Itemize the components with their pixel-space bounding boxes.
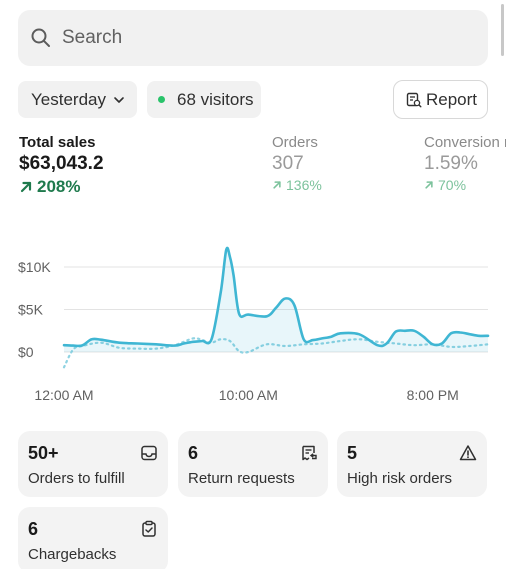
- card-value: 50+: [28, 443, 59, 463]
- report-label: Report: [426, 89, 478, 109]
- orders-to-fulfill-card[interactable]: 50+ Orders to fulfill: [18, 431, 168, 497]
- y-tick-label: $10K: [18, 259, 51, 275]
- series-line-comparison: [62, 337, 490, 369]
- search-bar[interactable]: [18, 10, 488, 66]
- visitors-button[interactable]: 68 visitors: [147, 81, 261, 118]
- metric-change: 208%: [37, 177, 81, 196]
- card-label: Chargebacks: [28, 546, 117, 563]
- search-icon: [31, 28, 50, 47]
- high-risk-orders-card[interactable]: 5 High risk orders: [337, 431, 487, 497]
- metric-change: 70%: [438, 177, 467, 193]
- alert-triangle-icon: [459, 445, 477, 461]
- metric-orders[interactable]: Orders 307 136%: [272, 134, 322, 193]
- metric-value: 307: [272, 153, 304, 174]
- report-icon: [406, 92, 422, 108]
- x-tick-label: 8:00 PM: [407, 387, 459, 403]
- metric-trend: 70%: [424, 177, 506, 193]
- visitors-label: 68 visitors: [177, 89, 254, 109]
- date-filter-label: Yesterday: [31, 89, 106, 109]
- arrow-up-right-icon: [425, 181, 433, 189]
- metric-total-sales[interactable]: Total sales $63,043.2 208%: [19, 134, 104, 197]
- clipboard-check-icon: [142, 520, 156, 537]
- card-value: 5: [347, 443, 358, 463]
- series-line-main: [62, 246, 490, 348]
- card-label: Return requests: [188, 470, 295, 487]
- chevron-down-icon: [114, 96, 124, 103]
- card-label: Orders to fulfill: [28, 470, 125, 487]
- card-value: 6: [28, 519, 39, 539]
- receipt-refund-icon: [302, 445, 317, 461]
- sales-line-chart[interactable]: $10K $5K $0 12:00 AM 10:00 AM 8:00 PM: [0, 230, 506, 415]
- metric-label: Conversion rate: [424, 134, 506, 151]
- metric-value: $63,043.2: [19, 153, 104, 174]
- metric-value: 1.59%: [424, 153, 478, 174]
- x-tick-label: 12:00 AM: [34, 387, 93, 403]
- return-requests-card[interactable]: 6 Return requests: [178, 431, 328, 497]
- scrollbar[interactable]: [501, 4, 504, 56]
- arrow-up-right-icon: [20, 181, 32, 193]
- report-button[interactable]: Report: [393, 80, 488, 119]
- chargebacks-card[interactable]: 6 Chargebacks: [18, 507, 168, 569]
- card-value: 6: [188, 443, 199, 463]
- inbox-icon: [141, 445, 157, 461]
- metric-conversion[interactable]: Conversion rate 1.59% 70%: [424, 134, 506, 193]
- search-input[interactable]: [62, 27, 462, 49]
- metric-trend: 208%: [19, 177, 104, 197]
- metric-label: Total sales: [19, 134, 96, 151]
- arrow-up-right-icon: [273, 181, 281, 189]
- x-tick-label: 10:00 AM: [219, 387, 278, 403]
- card-label: High risk orders: [347, 470, 453, 487]
- y-tick-label: $0: [18, 344, 34, 360]
- metric-trend: 136%: [272, 177, 322, 193]
- live-dot-icon: [158, 96, 165, 103]
- date-filter-button[interactable]: Yesterday: [18, 81, 137, 118]
- metric-label: Orders: [272, 134, 318, 151]
- y-tick-label: $5K: [18, 302, 44, 318]
- metric-change: 136%: [286, 177, 322, 193]
